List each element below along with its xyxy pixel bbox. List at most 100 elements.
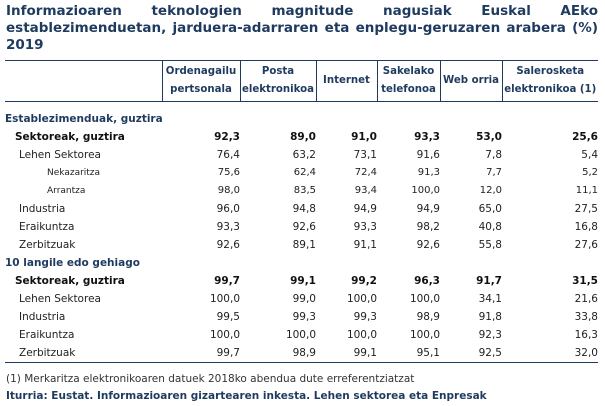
value-cell: 92,3 (478, 329, 502, 341)
value-cell: 99,2 (351, 275, 377, 287)
col-header: Salerosketa elektronikoa (1) (501, 60, 598, 102)
row-label: Zerbitzuak (19, 347, 76, 359)
table-row: Lehen Sektorea 76,4 63,2 73,1 91,6 7,8 5,4 (5, 146, 598, 164)
table-row: Lehen Sektorea 100,0 99,0 100,0 100,0 34,1 21,… (5, 290, 598, 308)
table-row: Sektoreak, guztira 92,3 89,0 91,0 93,3 53,0 25… (5, 128, 598, 146)
value-cell: 91,3 (417, 167, 440, 178)
value-cell: 5,4 (581, 149, 598, 161)
corner-cell (5, 61, 162, 102)
value-cell: 83,5 (293, 185, 316, 196)
value-cell: 27,5 (574, 203, 598, 215)
empty-cell (316, 254, 377, 272)
empty-cell (162, 254, 240, 272)
table-row: Industria 96,0 94,8 94,9 94,9 65,0 27,5 (5, 200, 598, 218)
value-cell: 92,6 (416, 239, 440, 251)
empty-cell (440, 254, 502, 272)
value-cell: 95,1 (416, 347, 440, 359)
row-label: Eraikuntza (19, 221, 75, 233)
table-row: Eraikuntza 93,3 92,6 93,3 98,2 40,8 16,8 (5, 218, 598, 236)
row-label: Nekazaritza (47, 168, 101, 178)
empty-cell (502, 110, 598, 128)
value-cell: 55,8 (478, 239, 502, 251)
col-header: Internet (315, 60, 377, 102)
col-header: Ordenagailu pertsonala (161, 60, 240, 102)
value-cell: 63,2 (292, 149, 316, 161)
value-cell: 53,0 (476, 131, 502, 143)
section-label: 10 langile edo gehiago (5, 257, 140, 269)
section-row: 10 langile edo gehiago (5, 254, 598, 272)
value-cell: 32,0 (574, 347, 598, 359)
value-cell: 100,0 (346, 329, 377, 341)
value-cell: 99,3 (353, 311, 377, 323)
value-cell: 31,5 (572, 275, 598, 287)
value-cell: 34,1 (478, 293, 502, 305)
empty-cell (240, 110, 316, 128)
value-cell: 7,7 (486, 167, 502, 178)
value-cell: 92,6 (216, 239, 240, 251)
value-cell: 99,3 (292, 311, 316, 323)
value-cell: 25,6 (572, 131, 598, 143)
value-cell: 91,8 (478, 311, 502, 323)
row-label: Lehen Sektorea (19, 293, 101, 305)
empty-cell (377, 110, 440, 128)
header-row: Ordenagailu pertsonala Posta elektroniko… (5, 60, 598, 102)
value-cell: 99,1 (290, 275, 316, 287)
value-cell: 93,3 (353, 221, 377, 233)
empty-cell (377, 254, 440, 272)
value-cell: 75,6 (217, 167, 240, 178)
value-cell: 98,2 (416, 221, 440, 233)
page-title: Informazioaren teknologien magnitude nag… (6, 3, 598, 53)
row-label: Industria (19, 311, 66, 323)
col-header: Web orria (439, 60, 502, 102)
value-cell: 91,6 (416, 149, 440, 161)
section-label: Establezimenduak, guztira (5, 113, 163, 125)
value-cell: 96,0 (216, 203, 240, 215)
value-cell: 76,4 (216, 149, 240, 161)
value-cell: 99,7 (216, 347, 240, 359)
value-cell: 91,0 (351, 131, 377, 143)
value-cell: 99,7 (214, 275, 240, 287)
value-cell: 16,8 (574, 221, 598, 233)
empty-cell (316, 110, 377, 128)
spacer-row (5, 102, 598, 111)
value-cell: 89,1 (292, 239, 316, 251)
value-cell: 94,8 (292, 203, 316, 215)
value-cell: 72,4 (354, 167, 377, 178)
value-cell: 5,2 (582, 167, 598, 178)
section-row: Establezimenduak, guztira (5, 110, 598, 128)
empty-cell (440, 110, 502, 128)
row-label: Sektoreak, guztira (15, 131, 125, 143)
row-label: Industria (19, 203, 66, 215)
value-cell: 98,9 (416, 311, 440, 323)
source-line: Iturria: Eustat. Informazioaren gizartea… (6, 390, 487, 402)
value-cell: 7,8 (485, 149, 502, 161)
empty-cell (162, 110, 240, 128)
value-cell: 21,6 (574, 293, 598, 305)
data-table: Ordenagailu pertsonala Posta elektroniko… (5, 60, 598, 363)
value-cell: 33,8 (574, 311, 598, 323)
value-cell: 98,0 (217, 185, 240, 196)
table-row: Arrantza 98,0 83,5 93,4 100,0 12,0 11,1 (5, 182, 598, 200)
row-label: Lehen Sektorea (19, 149, 101, 161)
empty-cell (502, 254, 598, 272)
value-cell: 93,4 (354, 185, 377, 196)
table-row: Eraikuntza 100,0 100,0 100,0 100,0 92,3 16,3 (5, 326, 598, 344)
value-cell: 27,6 (574, 239, 598, 251)
value-cell: 89,0 (290, 131, 316, 143)
value-cell: 96,3 (414, 275, 440, 287)
value-cell: 99,1 (353, 347, 377, 359)
value-cell: 73,1 (353, 149, 377, 161)
table-row: Zerbitzuak 99,7 98,9 99,1 95,1 92,5 32,0 (5, 344, 598, 363)
value-cell: 100,0 (411, 185, 440, 196)
value-cell: 16,3 (574, 329, 598, 341)
value-cell: 94,9 (353, 203, 377, 215)
col-header: Sakelako telefonoa (376, 60, 440, 102)
value-cell: 92,6 (292, 221, 316, 233)
value-cell: 93,3 (414, 131, 440, 143)
value-cell: 94,9 (416, 203, 440, 215)
value-cell: 91,7 (476, 275, 502, 287)
row-label: Eraikuntza (19, 329, 75, 341)
value-cell: 100,0 (409, 329, 440, 341)
value-cell: 99,5 (216, 311, 240, 323)
